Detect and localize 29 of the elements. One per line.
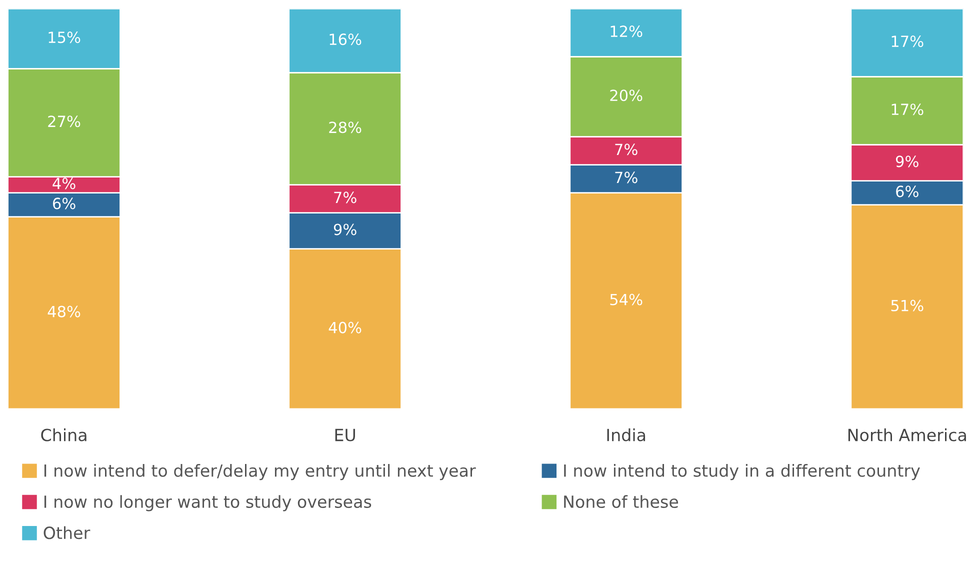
x-tick-label: North America: [848, 428, 966, 442]
data-label: 16%: [330, 34, 362, 46]
data-label: 9%: [334, 224, 356, 236]
data-label: 6%: [896, 186, 918, 198]
data-label: 7%: [615, 172, 638, 184]
data-label: 12%: [610, 26, 642, 38]
data-label: 20%: [610, 90, 642, 102]
x-tick-label: India: [607, 428, 646, 442]
data-label: 28%: [329, 122, 362, 134]
x-tick-label: EU: [335, 428, 355, 442]
legend-label: I now no longer want to study overseas: [44, 495, 372, 512]
data-label: 17%: [892, 104, 924, 116]
data-label: 27%: [48, 116, 80, 128]
legend-label: None of these: [564, 495, 678, 508]
x-tick-label: China: [41, 428, 86, 442]
legend-label: Other: [44, 526, 90, 540]
data-label: 15%: [48, 32, 80, 44]
data-label: 6%: [52, 198, 76, 210]
data-label: 48%: [48, 306, 80, 318]
data-label: 9%: [896, 156, 918, 168]
data-label: 54%: [610, 294, 642, 306]
data-label: 17%: [892, 36, 924, 48]
data-label: 51%: [891, 300, 924, 312]
data-label: 40%: [328, 322, 362, 334]
data-label: 7%: [615, 144, 638, 156]
data-label: 7%: [334, 192, 356, 204]
legend-label: I now intend to study in a different country: [564, 464, 920, 480]
legend-label: I now intend to defer/delay my entry until next year: [44, 464, 476, 480]
data-label: 4%: [52, 178, 76, 190]
